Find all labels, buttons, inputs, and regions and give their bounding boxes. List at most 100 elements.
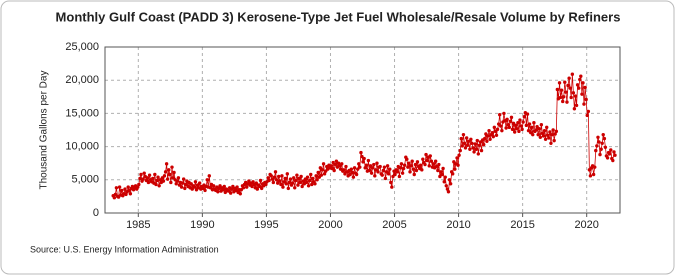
- x-tick-label: 2000: [318, 219, 342, 231]
- data-point: [158, 178, 162, 182]
- data-point: [308, 178, 312, 183]
- data-point: [473, 142, 477, 146]
- data-point: [388, 167, 392, 171]
- data-point: [402, 163, 407, 167]
- data-point: [376, 170, 380, 174]
- data-point: [153, 172, 157, 177]
- data-point: [549, 141, 553, 145]
- data-point: [591, 172, 596, 177]
- data-point: [175, 179, 179, 183]
- data-point: [413, 162, 418, 167]
- data-point: [168, 172, 172, 177]
- data-point: [448, 182, 453, 186]
- data-point: [420, 168, 424, 172]
- data-point: [445, 187, 450, 191]
- data-point: [201, 186, 205, 191]
- data-point: [525, 112, 530, 116]
- data-point: [602, 136, 607, 141]
- data-point: [498, 113, 502, 117]
- data-point: [514, 123, 518, 128]
- data-point: [310, 182, 314, 187]
- data-point: [193, 180, 198, 184]
- data-point: [545, 125, 549, 130]
- data-point: [398, 166, 403, 170]
- data-point: [228, 191, 233, 195]
- data-point: [369, 171, 374, 175]
- data-point: [169, 180, 173, 185]
- data-point: [363, 166, 367, 170]
- data-point: [547, 136, 551, 140]
- data-point: [598, 152, 602, 157]
- data-point: [340, 162, 344, 166]
- data-point: [470, 141, 474, 145]
- data-point: [538, 135, 543, 140]
- data-point: [389, 180, 393, 185]
- data-point: [359, 150, 363, 155]
- data-point: [348, 172, 352, 177]
- data-point: [314, 174, 318, 178]
- data-point: [113, 192, 118, 197]
- data-point: [304, 180, 309, 185]
- data-point: [258, 178, 263, 183]
- data-point: [557, 81, 562, 85]
- data-point: [522, 115, 527, 119]
- data-point: [447, 178, 452, 182]
- data-point: [601, 132, 605, 137]
- x-tick-label: 1995: [254, 219, 278, 231]
- data-point: [322, 172, 327, 176]
- data-point: [157, 184, 161, 188]
- data-point: [440, 172, 444, 177]
- y-tick-label: 15,000: [65, 107, 99, 119]
- data-point: [537, 126, 541, 131]
- data-point: [611, 158, 615, 163]
- data-point: [373, 174, 377, 178]
- data-point: [433, 159, 438, 163]
- data-point: [550, 132, 554, 137]
- data-point: [456, 163, 460, 167]
- data-point: [401, 166, 406, 171]
- data-point: [575, 83, 580, 87]
- data-point: [574, 103, 579, 108]
- x-tick-label: 2010: [446, 219, 470, 231]
- data-point: [378, 164, 382, 169]
- data-point: [609, 148, 613, 152]
- data-point: [546, 133, 550, 138]
- data-point: [386, 172, 391, 176]
- data-point: [319, 173, 324, 177]
- data-point: [521, 120, 525, 124]
- data-point: [296, 183, 300, 187]
- data-point: [446, 190, 451, 194]
- data-point: [507, 125, 512, 130]
- data-point: [141, 177, 145, 181]
- data-point: [495, 127, 500, 132]
- data-point: [492, 125, 497, 130]
- data-point: [613, 153, 617, 157]
- data-point: [587, 168, 592, 172]
- data-point: [505, 117, 509, 122]
- data-point: [434, 164, 439, 169]
- data-point: [167, 168, 171, 172]
- data-point: [147, 173, 152, 177]
- data-point: [277, 174, 281, 179]
- plot-area: [104, 46, 621, 214]
- data-point: [479, 148, 484, 153]
- data-point: [462, 141, 467, 145]
- data-point: [351, 175, 356, 179]
- data-point: [329, 164, 333, 168]
- data-point: [526, 128, 531, 133]
- data-point: [370, 166, 375, 170]
- data-point: [524, 123, 529, 128]
- data-point: [222, 184, 226, 189]
- data-point: [303, 177, 308, 181]
- data-point: [305, 175, 310, 179]
- data-point: [463, 146, 468, 150]
- data-point: [415, 160, 420, 164]
- data-point: [267, 178, 271, 183]
- data-point: [126, 185, 130, 189]
- data-point: [597, 140, 601, 144]
- data-point: [349, 167, 354, 171]
- data-point: [516, 120, 520, 125]
- data-point: [555, 87, 560, 92]
- data-point: [295, 173, 299, 177]
- data-point: [382, 165, 387, 169]
